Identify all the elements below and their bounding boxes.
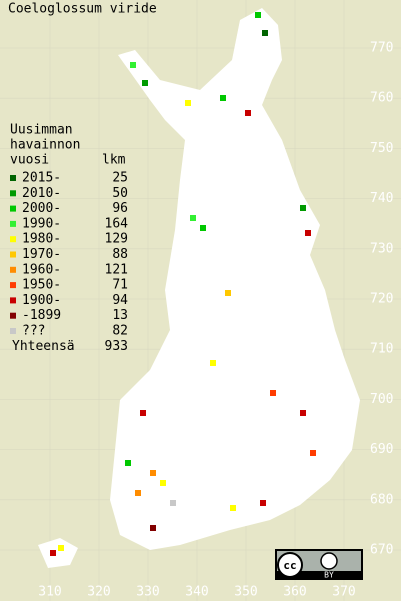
square [310, 450, 316, 456]
legend-label: 2000- [22, 201, 61, 216]
y-coord-label: 680 [370, 492, 393, 507]
cc-text: cc [283, 559, 296, 572]
square [245, 110, 251, 116]
y-coord-label: 740 [370, 191, 393, 206]
legend-count: 82 [112, 324, 128, 339]
legend-label: 1950- [22, 278, 61, 293]
legend-heading: vuosi [10, 153, 49, 168]
legend-label: ??? [22, 324, 45, 339]
square [140, 410, 146, 416]
square [125, 460, 131, 466]
y-coord-label: 690 [370, 442, 393, 457]
y-coord-label: 670 [370, 543, 393, 558]
legend-swatch [10, 236, 16, 243]
square [230, 505, 236, 511]
y-coord-label: 710 [370, 342, 393, 357]
legend-count: 71 [112, 278, 128, 293]
license-badge: cc BY [275, 549, 363, 580]
legend-count: 88 [112, 247, 128, 262]
square [50, 550, 56, 556]
y-coord-label: 730 [370, 241, 393, 256]
legend-label: 1960- [22, 262, 61, 277]
square [220, 95, 226, 101]
square [135, 490, 141, 496]
square [305, 230, 311, 236]
square [270, 390, 276, 396]
legend-label: 1980- [22, 232, 61, 247]
legend-heading: havainnon [10, 138, 80, 153]
legend-swatch [10, 205, 16, 212]
x-coord-label: 350 [234, 585, 257, 600]
y-coord-label: 750 [370, 141, 393, 156]
y-coord-label: 760 [370, 91, 393, 106]
by-circle [320, 552, 338, 570]
x-coord-label: 320 [87, 585, 110, 600]
legend-swatch [10, 282, 16, 289]
square [262, 30, 268, 36]
legend-label: -1899 [22, 308, 61, 323]
x-coord-label: 310 [38, 585, 61, 600]
square [185, 100, 191, 106]
square [150, 525, 156, 531]
legend-label: 1970- [22, 247, 61, 262]
legend-count: 94 [112, 293, 128, 308]
square [170, 500, 176, 506]
legend-count: 121 [105, 262, 128, 277]
square [210, 360, 216, 366]
square [160, 480, 166, 486]
legend-label: 2010- [22, 186, 61, 201]
square [190, 215, 196, 221]
legend-count: 25 [112, 171, 128, 186]
legend-count: 129 [105, 232, 128, 247]
x-coord-label: 370 [332, 585, 355, 600]
square [225, 290, 231, 296]
legend-count: 50 [112, 186, 128, 201]
legend-swatch [10, 328, 16, 334]
square [255, 12, 261, 18]
square [150, 470, 156, 476]
observation-squares [50, 12, 316, 556]
legend-swatch [10, 220, 16, 227]
legend-label: 1900- [22, 293, 61, 308]
legend-total: 933 [105, 339, 128, 354]
aland-outline [38, 538, 78, 568]
legend-swatch [10, 312, 16, 319]
legend-swatch [10, 251, 16, 258]
legend-swatch [10, 297, 16, 304]
x-coord-label: 330 [136, 585, 159, 600]
y-coord-label: 770 [370, 41, 393, 56]
legend-total-label: Yhteensä [12, 339, 75, 354]
square [300, 205, 306, 211]
square [130, 62, 136, 68]
square [300, 410, 306, 416]
y-coord-label: 720 [370, 292, 393, 307]
legend-count: 164 [105, 216, 129, 231]
legend-label: 2015- [22, 171, 61, 186]
legend-count: 13 [112, 308, 128, 323]
square [200, 225, 206, 231]
x-coord-label: 360 [283, 585, 306, 600]
legend-swatch [10, 175, 16, 181]
square [58, 545, 64, 551]
legend-count-heading: lkm [102, 153, 126, 168]
map-title: Coeloglossum viride [8, 2, 157, 17]
legend-label: 1990- [22, 216, 61, 231]
legend-swatch [10, 266, 16, 273]
by-text: BY [324, 571, 334, 580]
y-coord-label: 700 [370, 392, 393, 407]
x-coord-label: 340 [185, 585, 208, 600]
square [260, 500, 266, 506]
legend-swatch [10, 190, 16, 197]
legend-count: 96 [112, 201, 128, 216]
finland-outline [110, 8, 360, 550]
square [142, 80, 148, 86]
cc-circle [277, 552, 303, 578]
legend-heading: Uusimman [10, 123, 73, 138]
